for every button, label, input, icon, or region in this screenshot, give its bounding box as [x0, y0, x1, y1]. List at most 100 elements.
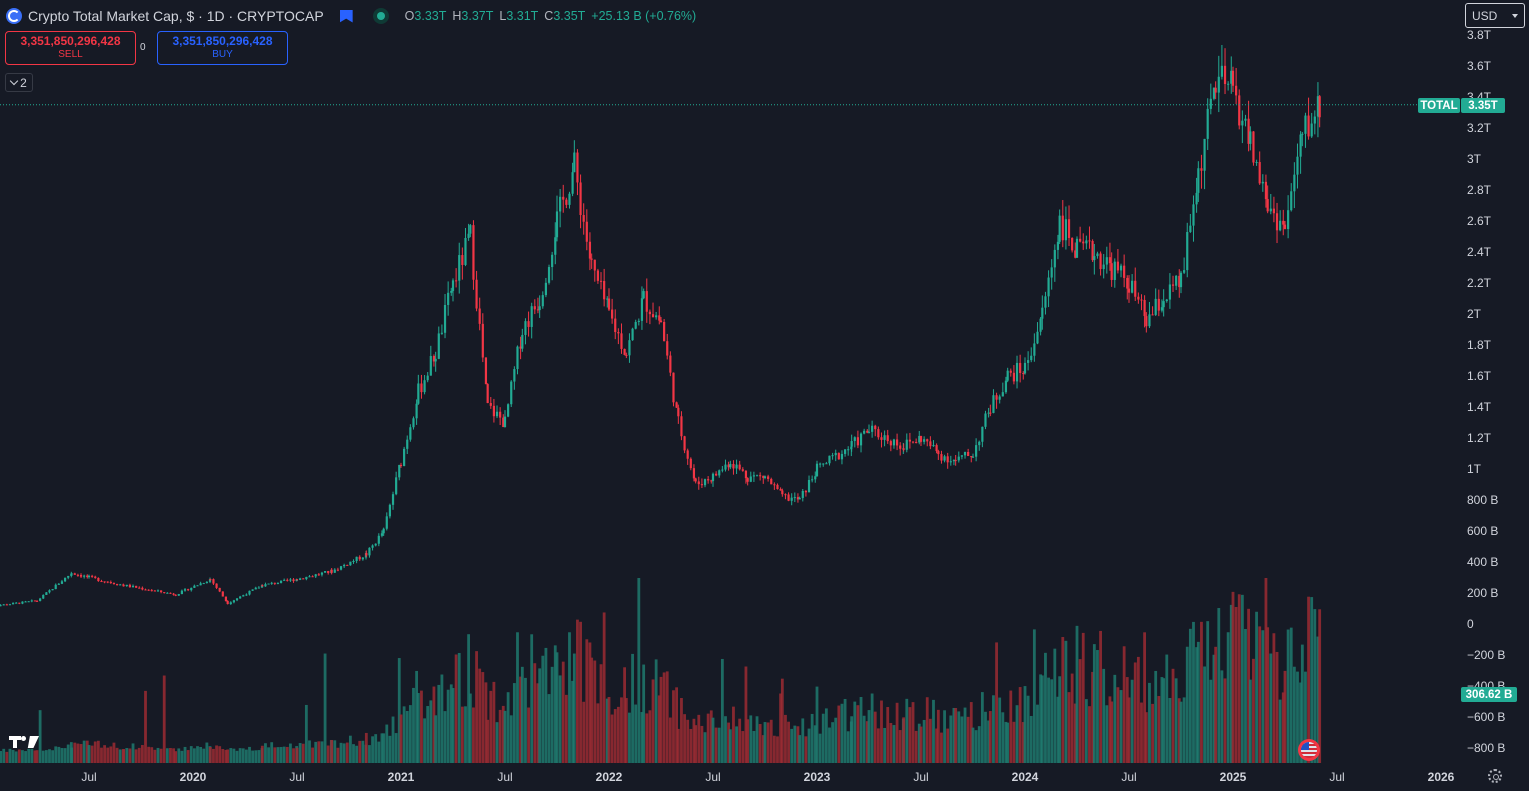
- candle-body: [692, 468, 696, 479]
- candle-body: [51, 589, 54, 591]
- candle-body: [1269, 208, 1272, 212]
- volume-bar: [14, 751, 18, 763]
- candle-body: [327, 571, 330, 573]
- price-axis-label: 800 B: [1467, 493, 1498, 507]
- candle-body: [926, 439, 929, 442]
- us-flag-event-icon[interactable]: [1298, 739, 1320, 761]
- candle-body: [45, 592, 48, 595]
- candle-body: [415, 403, 418, 419]
- volume-bar: [165, 748, 169, 763]
- candle-body: [1116, 261, 1120, 271]
- volume-bar: [183, 746, 187, 763]
- candle-body: [763, 476, 767, 478]
- bookmark-flag-icon[interactable]: [340, 10, 353, 23]
- candle-body: [54, 584, 57, 590]
- volume-bar: [582, 701, 586, 763]
- candle-body: [908, 439, 912, 442]
- volume-bar: [911, 702, 915, 763]
- volume-bar: [125, 748, 129, 763]
- volume-bar: [599, 664, 603, 763]
- volume-bar: [415, 670, 418, 763]
- volume-bar: [1244, 629, 1247, 763]
- sell-label: SELL: [58, 49, 83, 60]
- volume-bar: [478, 668, 482, 763]
- candle-body: [967, 451, 970, 457]
- candle-body: [1145, 316, 1148, 327]
- volume-bar: [700, 725, 704, 763]
- volume-bar: [873, 711, 877, 763]
- price-axis-label: 1.8T: [1467, 338, 1492, 352]
- market-open-dot-icon[interactable]: [372, 8, 389, 24]
- volume-bar: [33, 750, 37, 763]
- currency-select[interactable]: USD: [1465, 3, 1525, 28]
- volume-bar: [248, 746, 251, 763]
- volume-bar: [527, 707, 530, 763]
- volume-bar: [17, 749, 21, 763]
- volume-bar: [1174, 678, 1178, 763]
- volume-bar: [224, 749, 228, 763]
- candle-body: [1282, 220, 1285, 225]
- volume-bar: [1102, 668, 1106, 763]
- volume-bar: [330, 740, 334, 763]
- volume-bar: [616, 706, 620, 763]
- volume-bar: [831, 722, 834, 763]
- candle-body: [1275, 213, 1279, 231]
- volume-bar: [987, 720, 990, 763]
- volume-bar: [199, 746, 203, 763]
- candle-body: [432, 356, 436, 362]
- volume-bar: [834, 717, 838, 763]
- tradingview-logo-icon[interactable]: [9, 734, 41, 750]
- candle-body: [469, 225, 472, 234]
- gear-icon[interactable]: [1488, 769, 1502, 783]
- volume-bar: [186, 750, 190, 763]
- volume-bar: [1075, 625, 1079, 763]
- candle-body: [749, 476, 752, 482]
- candle-body: [371, 545, 374, 548]
- candle-body: [1160, 307, 1164, 311]
- symbol-title[interactable]: Crypto Total Market Cap, $ · 1D · CRYPTO…: [28, 8, 324, 24]
- candle-body: [1299, 134, 1302, 157]
- volume-bar: [144, 690, 147, 763]
- volume-bar: [815, 686, 819, 763]
- candle-body: [637, 320, 640, 322]
- sell-button[interactable]: 3,351,850,296,428 SELL: [5, 31, 136, 65]
- candle-body: [15, 602, 18, 604]
- candle-body: [24, 601, 27, 603]
- candle-body: [283, 579, 286, 581]
- candle-body: [361, 557, 364, 560]
- volume-bar: [416, 693, 420, 763]
- candle-body: [524, 321, 527, 335]
- candle-body: [1085, 240, 1088, 244]
- candle-body: [831, 455, 834, 457]
- time-axis-label: 2022: [596, 770, 623, 784]
- candle-body: [911, 441, 915, 443]
- candle-body: [486, 384, 489, 404]
- candle-body: [1041, 307, 1044, 319]
- volume-bar: [843, 698, 847, 763]
- volume-bar: [308, 740, 311, 763]
- volume-bar: [109, 746, 113, 763]
- volume-bar: [212, 748, 215, 763]
- volume-bar: [509, 715, 513, 763]
- indicators-toggle-button[interactable]: 2: [5, 73, 33, 92]
- candle-body: [899, 445, 902, 449]
- volume-bar: [1192, 621, 1195, 763]
- volume-bar: [156, 747, 160, 763]
- volume-bar: [1283, 670, 1287, 763]
- volume-bar: [1099, 630, 1102, 763]
- candle-body: [1206, 108, 1209, 139]
- volume-bar: [1056, 696, 1060, 763]
- volume-bar: [1015, 705, 1019, 763]
- candle-body: [1252, 131, 1255, 163]
- time-axis-label: Jul: [1121, 770, 1136, 784]
- buy-button[interactable]: 3,351,850,296,428 BUY: [157, 31, 288, 65]
- crypto-coin-icon[interactable]: [6, 8, 22, 24]
- candle-body: [954, 460, 957, 462]
- volume-bar: [530, 634, 534, 763]
- volume-bar: [1157, 696, 1161, 763]
- candle-body: [30, 600, 33, 602]
- candle-body: [276, 582, 280, 584]
- candle-body: [642, 291, 645, 299]
- volume-bar: [8, 748, 12, 763]
